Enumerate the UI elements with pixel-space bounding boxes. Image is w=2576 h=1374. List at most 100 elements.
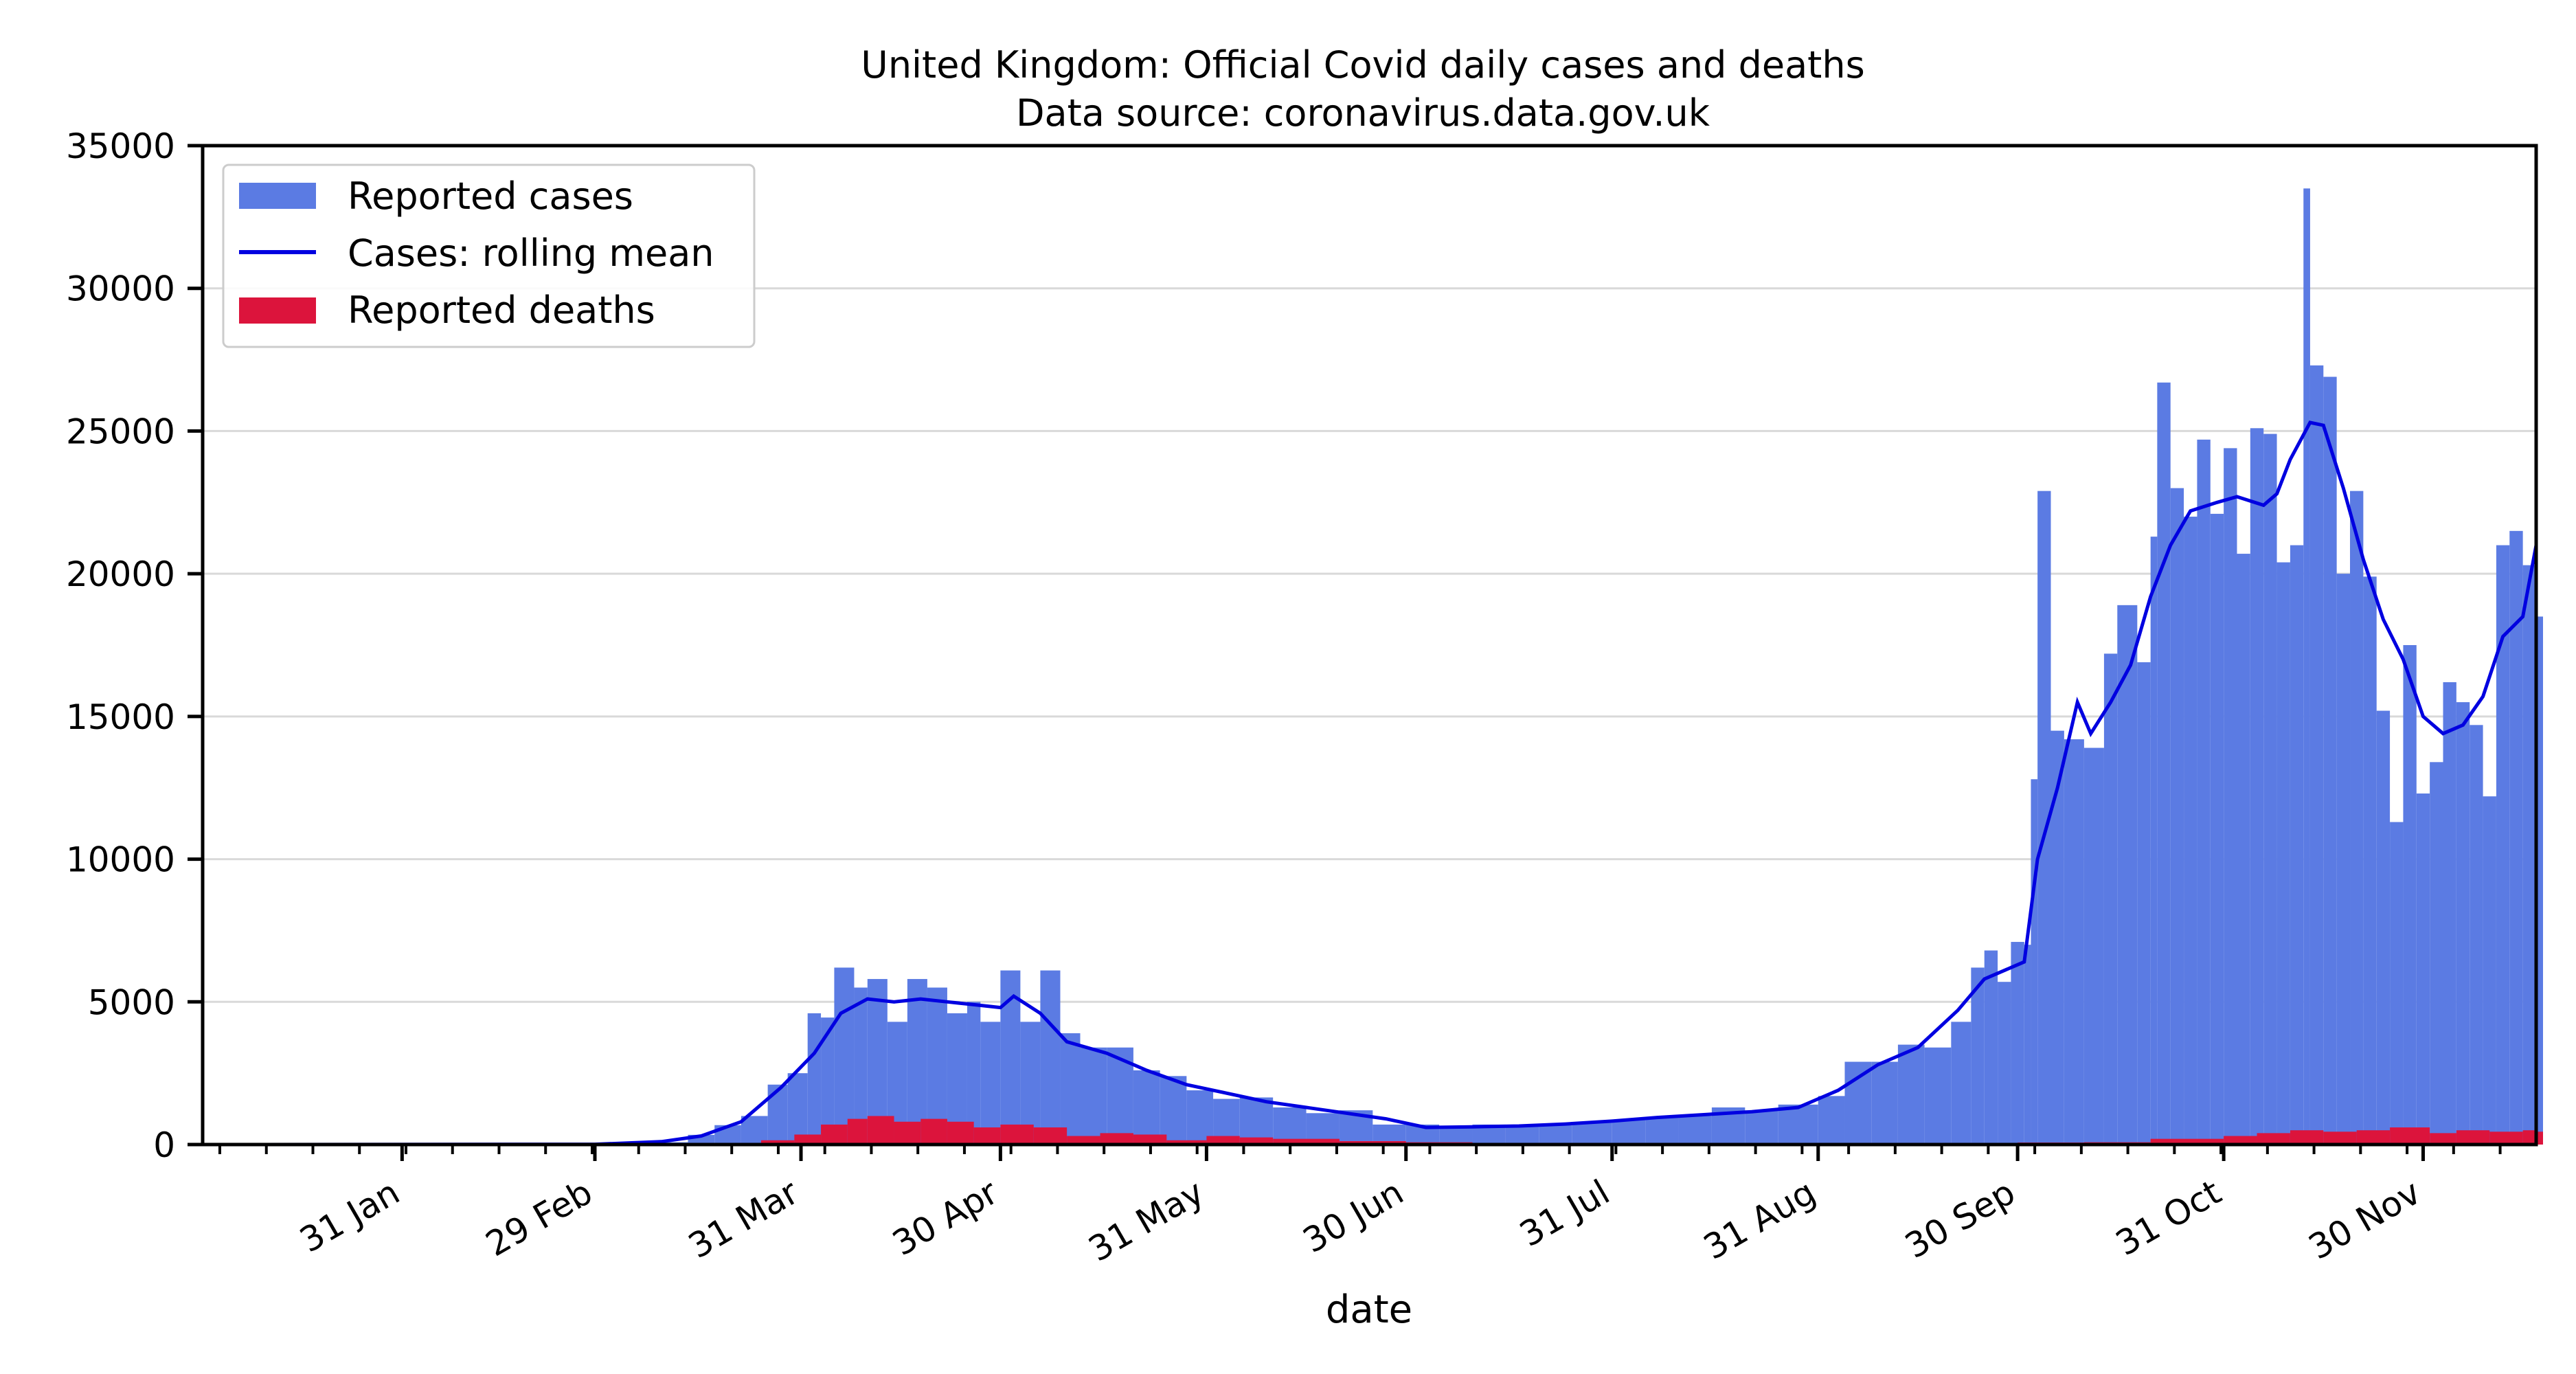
cases-bar — [2210, 513, 2224, 1145]
cases-bar — [2522, 565, 2536, 1145]
cases-bar — [1844, 1061, 1872, 1145]
chart-subtitle: Data source: coronavirus.data.gov.uk — [1016, 91, 1710, 135]
deaths-bar — [2323, 1131, 2357, 1145]
cases-bar — [1818, 1096, 1845, 1145]
cases-bar — [1020, 1022, 1041, 1145]
cases-bar — [1984, 950, 1998, 1145]
cases-bar — [1645, 1117, 1679, 1145]
cases-bar — [2237, 554, 2250, 1145]
cases-bar — [807, 1013, 822, 1145]
deaths-bar — [1273, 1138, 1340, 1145]
cases-bar — [2536, 616, 2543, 1145]
y-tick-label: 35000 — [66, 126, 175, 166]
cases-bar — [1505, 1125, 1539, 1145]
deaths-bar — [2456, 1130, 2490, 1145]
x-tick-label: 30 Apr — [886, 1172, 1005, 1263]
cases-bar — [967, 1002, 981, 1145]
cases-bar — [2050, 730, 2064, 1145]
x-tick-label: 30 Nov — [2302, 1172, 2427, 1268]
cases-bar — [854, 987, 868, 1145]
cases-bar — [1971, 967, 1985, 1145]
cases-bar — [2031, 779, 2038, 1145]
deaths-bar — [2430, 1133, 2456, 1145]
cases-bar — [1897, 1044, 1925, 1145]
cases-bar — [2157, 382, 2171, 1145]
x-tick-label: 31 May — [1082, 1172, 1210, 1270]
cases-bar — [2350, 491, 2364, 1145]
deaths-bar — [2390, 1127, 2430, 1145]
legend-swatch-cases — [239, 183, 316, 209]
cases-bar — [1060, 1033, 1081, 1145]
cases-bar — [821, 1017, 835, 1145]
deaths-bar — [2489, 1131, 2523, 1145]
cases-bar — [2363, 576, 2377, 1145]
cases-bar — [2197, 439, 2211, 1145]
cases-bar — [1871, 1061, 1898, 1145]
cases-bar — [1678, 1116, 1712, 1145]
cases-bar — [2150, 537, 2158, 1145]
cases-bar — [1160, 1076, 1187, 1145]
rolling-mean-line — [202, 420, 2538, 1147]
cases-bar — [2483, 796, 2496, 1145]
cases-bar — [2376, 710, 2391, 1145]
cases-bar — [2184, 517, 2197, 1145]
cases-bar — [2290, 545, 2304, 1145]
chart-title: United Kingdom: Official Covid daily cas… — [861, 43, 1864, 87]
deaths-bar — [867, 1116, 894, 1145]
cases-bar — [2011, 942, 2024, 1145]
cases-bar — [1924, 1047, 1952, 1145]
cases-bar — [767, 1084, 788, 1145]
cases-bar — [2064, 739, 2084, 1145]
cases-bar — [2509, 530, 2523, 1145]
deaths-bar — [760, 1140, 795, 1145]
deaths-bar — [2356, 1130, 2391, 1145]
x-tick-label: 31 Oct — [2109, 1172, 2228, 1263]
cases-bar — [2390, 822, 2404, 1145]
x-axis: 31 Jan 29 Feb 31 Mar 30 Apr 31 May 30 Jun 31 J… — [218, 1145, 2502, 1270]
cases-bar — [1133, 1070, 1160, 1145]
cases-bar — [1951, 1022, 1971, 1145]
x-tick-label: 30 Jun — [1296, 1172, 1410, 1261]
y-axis: 0 5000 10000 15000 20000 25000 30000 35000 — [66, 126, 203, 1165]
deaths-bar — [1100, 1133, 1133, 1145]
cases-bar — [2303, 188, 2310, 1145]
cases-bar — [2263, 433, 2277, 1145]
y-tick-label: 15000 — [66, 697, 175, 737]
y-tick-label: 30000 — [66, 269, 175, 309]
cases-bar — [834, 967, 855, 1145]
cases-bar — [2416, 793, 2430, 1145]
cases-bar — [2137, 662, 2151, 1145]
cases-bar — [2456, 702, 2470, 1145]
cases-bar — [741, 1116, 768, 1145]
x-tick-label: 31 Jan — [293, 1172, 407, 1261]
cases-bar — [2496, 545, 2510, 1145]
cases-bar — [2430, 762, 2443, 1145]
y-tick-label: 0 — [153, 1125, 175, 1165]
cases-bar — [1040, 970, 1061, 1145]
deaths-bar — [1133, 1134, 1167, 1145]
deaths-bar — [1000, 1124, 1034, 1145]
cases-bar — [1572, 1122, 1612, 1145]
x-tick-label: 30 Sep — [1899, 1172, 2022, 1266]
deaths-bar — [1239, 1137, 1274, 1145]
x-tick-label: 29 Feb — [479, 1172, 599, 1264]
deaths-bar — [1206, 1136, 1240, 1145]
deaths-bar — [1166, 1140, 1207, 1145]
cases-bar — [2083, 747, 2104, 1145]
cases-bar — [980, 1022, 1001, 1145]
cases-bar — [2443, 682, 2456, 1145]
cases-bar — [1539, 1124, 1572, 1145]
cases-bar — [1273, 1107, 1307, 1145]
deaths-bar — [2290, 1130, 2324, 1145]
deaths-bar — [2522, 1130, 2536, 1145]
cases-bar — [1186, 1090, 1214, 1145]
cases-bar — [787, 1073, 808, 1145]
cases-bar — [1612, 1119, 1646, 1145]
cases-bar — [2117, 605, 2138, 1145]
cases-bar — [2037, 491, 2051, 1145]
cases-bar — [2024, 945, 2031, 1145]
cases-bar — [1778, 1104, 1818, 1145]
deaths-bar — [794, 1134, 822, 1145]
deaths-bar — [920, 1118, 947, 1145]
y-tick-label: 10000 — [66, 840, 175, 880]
